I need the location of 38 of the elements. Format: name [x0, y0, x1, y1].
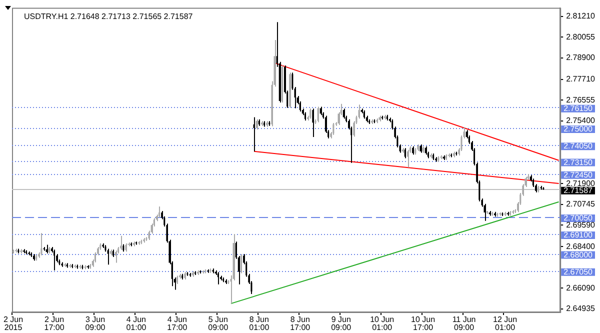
y-tick-label: 2.68400	[566, 242, 596, 251]
y-tick-label: 2.66090	[566, 283, 596, 292]
x-tick-label: 9 Jun 09:00	[331, 315, 352, 332]
x-tick-label: 4 Jun 17:00	[167, 315, 188, 332]
x-tick-label: 11 Jun 09:00	[452, 315, 476, 332]
ref-line-label: 2.70050	[564, 214, 594, 223]
x-tick-label: 5 Jun 09:00	[208, 315, 229, 332]
candlestick	[420, 144, 422, 154]
y-tick-label: 2.78900	[566, 53, 596, 62]
x-tick-label: 10 Jun 17:00	[411, 315, 436, 332]
text: USDTRY.H1 2.71648 2.71713 2.71565 2.71587	[24, 12, 194, 22]
candlestick	[64, 262, 66, 268]
y-tick-label: 2.71900	[566, 178, 596, 188]
y-tick-label: 2.69590	[566, 220, 596, 230]
ref-line-label: 2.75000	[564, 124, 594, 134]
y-tick-label: 2.80055	[566, 32, 596, 42]
ref-line-label: 2.71587	[564, 186, 594, 195]
ref-line-label: 2.72450	[564, 170, 594, 180]
x-tick-label: 2 Jun 17:00	[44, 315, 65, 332]
y-tick-label: 2.77710	[566, 74, 596, 84]
y-tick-label: 2.64935	[566, 304, 596, 314]
x-tick-label: 10 Jun 01:00	[370, 315, 394, 332]
ref-line-label: 2.69100	[564, 230, 594, 240]
x-tick-label: 2 Jun 2015	[3, 315, 24, 332]
y-tick-label: 2.81210	[566, 12, 596, 21]
x-tick-label: 12 Jun 01:00	[493, 315, 518, 332]
ref-line-label: 2.74050	[564, 142, 594, 151]
ref-line-label: 2.73150	[564, 158, 594, 167]
y-tick-label: 2.75400	[566, 116, 596, 126]
x-tick-label: 3 Jun 09:00	[85, 315, 106, 332]
ref-line-label: 2.76150	[564, 104, 594, 113]
x-tick-label: 8 Jun 17:00	[290, 315, 311, 332]
y-tick-label: 2.70745	[566, 200, 596, 209]
y-tick-label: 2.76555	[566, 95, 596, 104]
ref-line-label: 2.67050	[564, 267, 594, 276]
ref-line-label: 2.68000	[564, 250, 594, 260]
x-tick-label: 4 Jun 01:00	[126, 315, 147, 332]
x-tick-label: 8 Jun 01:00	[249, 315, 270, 332]
